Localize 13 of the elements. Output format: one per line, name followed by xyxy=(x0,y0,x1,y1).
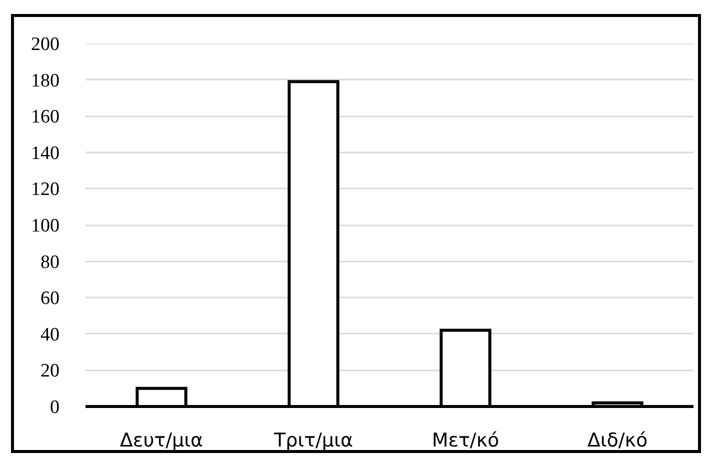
y-tick-label: 160 xyxy=(31,106,60,128)
y-tick-label: 60 xyxy=(40,288,60,310)
y-tick-label: 180 xyxy=(31,70,60,92)
y-tick-label: 20 xyxy=(40,360,60,382)
y-tick-label: 40 xyxy=(40,324,60,346)
x-tick-label: Διδ/κό xyxy=(587,430,648,452)
y-tick-label: 80 xyxy=(40,252,60,273)
y-tick-label: 120 xyxy=(31,179,60,200)
y-tick-label: 140 xyxy=(31,142,60,164)
y-tick-label: 0 xyxy=(50,397,60,418)
x-tick-label: Μετ/κό xyxy=(432,430,500,452)
y-tick-label: 100 xyxy=(31,216,60,236)
y-tick-label: 200 xyxy=(31,34,60,55)
